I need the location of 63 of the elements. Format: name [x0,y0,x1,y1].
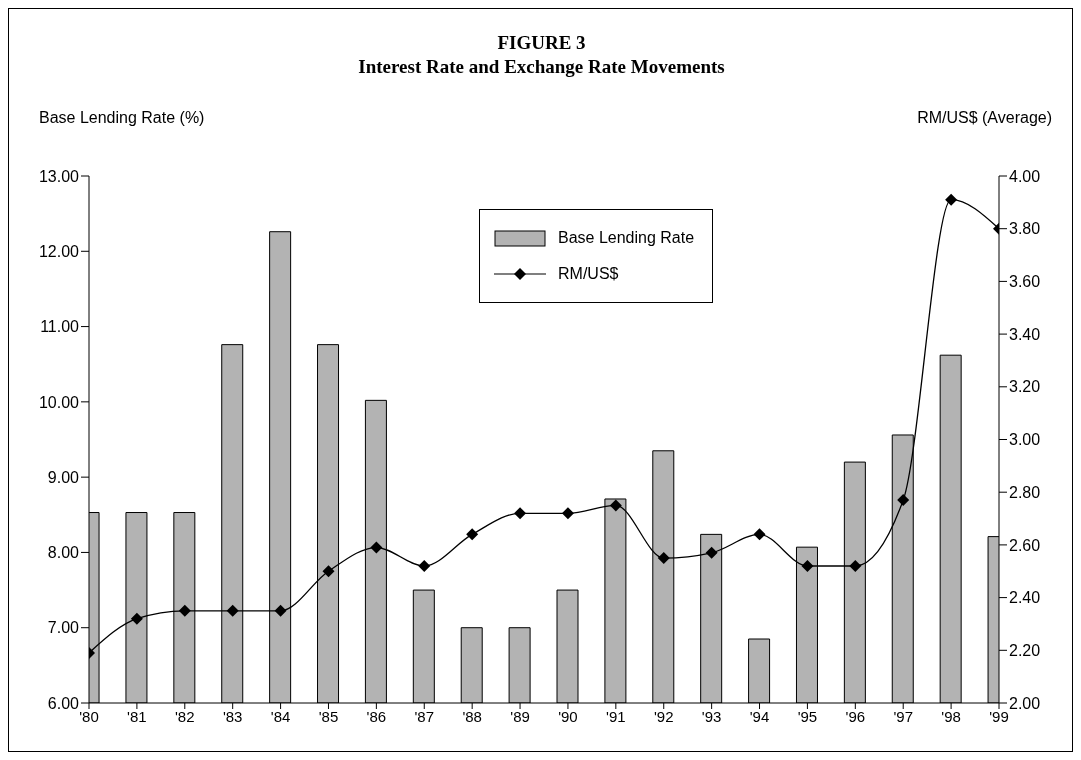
y-tick-label: 13.00 [38,167,80,185]
point [945,193,958,206]
y2-tick-label: 3.20 [1009,378,1041,396]
x-tick-label: '92 [653,707,674,725]
point [370,541,383,554]
point [753,528,766,541]
x-tick-label: '91 [606,707,626,725]
x-tick-label: '96 [845,707,866,725]
point [514,507,527,520]
x-tick-label: '87 [414,707,435,725]
y2-tick-label: 2.20 [1009,641,1041,659]
point [705,546,718,559]
y-tick-label: 9.00 [47,468,80,486]
legend-label: RM/US$ [558,265,619,283]
y2-tick-label: 3.80 [1009,220,1041,238]
x-tick-label: '88 [462,707,482,725]
point [130,612,143,625]
y2-tick-label: 2.60 [1009,536,1041,554]
y-tick-label: 11.00 [40,318,80,336]
y-tick-label: 12.00 [38,242,80,260]
point [657,552,670,565]
point [226,604,239,617]
y-tick-label: 10.00 [38,393,80,411]
x-tick-label: '94 [749,707,770,725]
x-tick-label: '98 [941,707,961,725]
y2-tick-label: 3.00 [1009,431,1041,449]
x-tick-label: '84 [270,707,291,725]
x-tick-label: '86 [366,707,387,725]
point [897,494,910,507]
point [849,559,862,572]
y2-axis-title: RM/US$ (Average) [917,109,1052,127]
x-tick-label: '93 [701,707,722,725]
y-tick-label: 6.00 [47,694,80,712]
point [466,528,479,541]
point [801,559,814,572]
x-tick-label: '89 [510,707,530,725]
y2-tick-label: 2.00 [1009,694,1041,712]
y2-tick-label: 2.80 [1009,483,1041,501]
x-tick-label: '99 [989,707,1009,725]
y2-tick-label: 3.60 [1009,273,1041,291]
point [609,499,622,512]
chart-subtitle: Interest Rate and Exchange Rate Movements [357,55,726,79]
point [274,604,287,617]
point [561,507,574,520]
x-tick-label: '80 [79,707,99,725]
x-tick-label: '81 [127,707,147,725]
y-tick-label: 8.00 [47,544,80,562]
y-axis-title: Base Lending Rate (%) [39,109,205,127]
x-tick-label: '82 [175,707,195,725]
point [322,565,335,578]
y2-tick-label: 4.00 [1009,167,1041,185]
point [178,604,191,617]
legend-label: Base Lending Rate [558,229,695,247]
x-tick-label: '85 [318,707,339,725]
x-tick-label: '83 [222,707,243,725]
y-tick-label: 7.00 [47,619,80,637]
chart-title: FIGURE 3 [496,31,587,55]
x-tick-label: '97 [893,707,913,725]
point [418,559,431,572]
y2-tick-label: 2.40 [1009,589,1041,607]
x-tick-label: '90 [558,707,578,725]
y2-tick-label: 3.40 [1009,325,1041,343]
x-tick-label: '95 [797,707,818,725]
